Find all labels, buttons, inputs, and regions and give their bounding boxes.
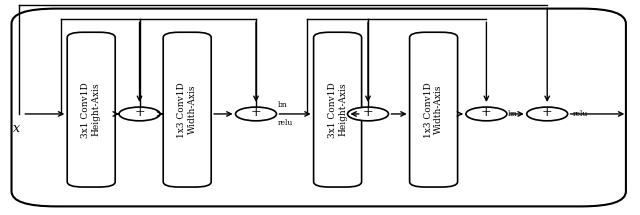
- Circle shape: [466, 107, 507, 121]
- Text: relu: relu: [278, 118, 293, 127]
- Text: +: +: [481, 106, 492, 119]
- FancyBboxPatch shape: [12, 9, 626, 206]
- Circle shape: [119, 107, 160, 121]
- Circle shape: [527, 107, 568, 121]
- FancyBboxPatch shape: [67, 32, 115, 187]
- Text: x: x: [13, 123, 19, 135]
- Text: +: +: [363, 106, 373, 119]
- Text: +: +: [542, 106, 552, 119]
- Text: relu: relu: [573, 110, 588, 118]
- Text: +: +: [251, 106, 261, 119]
- Text: +: +: [134, 106, 145, 119]
- Text: 1x3 Conv1D
Width-Axis: 1x3 Conv1D Width-Axis: [424, 82, 444, 138]
- FancyBboxPatch shape: [410, 32, 458, 187]
- FancyBboxPatch shape: [314, 32, 362, 187]
- FancyBboxPatch shape: [163, 32, 211, 187]
- Text: bn: bn: [278, 101, 287, 109]
- Text: 1x3 Conv1D
Width-Axis: 1x3 Conv1D Width-Axis: [177, 82, 197, 138]
- Circle shape: [236, 107, 276, 121]
- Text: 3x1 Conv1D
Height-Axis: 3x1 Conv1D Height-Axis: [328, 82, 348, 138]
- Circle shape: [348, 107, 388, 121]
- Text: bn: bn: [508, 110, 518, 118]
- Text: 3x1 Conv1D
Height-Axis: 3x1 Conv1D Height-Axis: [81, 82, 101, 138]
